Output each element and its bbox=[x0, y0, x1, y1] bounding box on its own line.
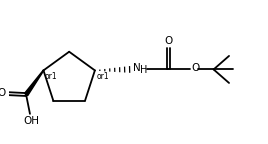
Text: H: H bbox=[140, 65, 148, 75]
Text: O: O bbox=[164, 36, 172, 47]
Polygon shape bbox=[25, 70, 44, 96]
Text: O: O bbox=[191, 64, 199, 73]
Text: N: N bbox=[132, 64, 140, 73]
Text: or1: or1 bbox=[44, 72, 57, 81]
Text: OH: OH bbox=[23, 116, 39, 126]
Text: O: O bbox=[0, 88, 6, 98]
Text: or1: or1 bbox=[96, 72, 109, 81]
